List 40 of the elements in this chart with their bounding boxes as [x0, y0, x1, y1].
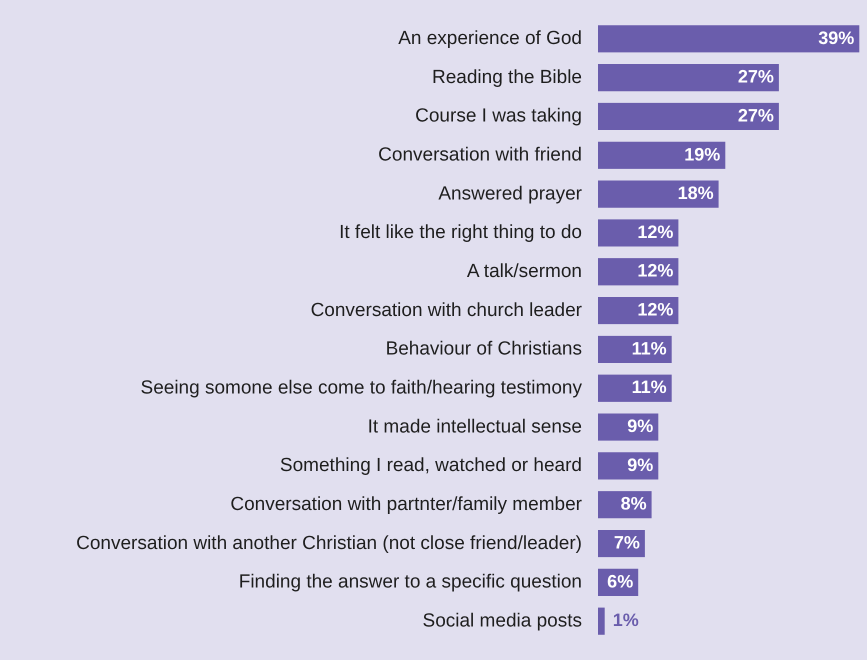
- bar: [598, 180, 719, 208]
- y-tick-label: Conversation with partnter/family member: [230, 494, 583, 515]
- data-label: 1%: [612, 610, 639, 630]
- data-label: 27%: [738, 105, 774, 126]
- data-label: 9%: [627, 454, 654, 475]
- bar: [598, 258, 678, 286]
- bar: [598, 64, 779, 92]
- y-tick-label: Answered prayer: [438, 183, 583, 204]
- y-tick-label: Course I was taking: [415, 106, 582, 127]
- data-label: 12%: [637, 260, 674, 281]
- y-tick-label: Social media posts: [422, 610, 582, 632]
- y-tick-label: Conversation with church leader: [310, 300, 583, 321]
- data-label: 18%: [678, 183, 714, 204]
- data-label: 39%: [818, 28, 854, 48]
- data-label: 27%: [738, 66, 774, 87]
- bar: [598, 25, 860, 52]
- y-tick-label: Something I read, watched or heard: [280, 455, 582, 476]
- bar: [598, 374, 672, 402]
- data-label: 19%: [684, 144, 720, 164]
- y-tick-label: Conversation with friend: [378, 144, 582, 166]
- bar: [598, 102, 779, 130]
- bar: [598, 608, 605, 635]
- y-tick-label: A talk/sermon: [466, 260, 582, 282]
- y-tick-label: Conversation with another Christian (not close friend/leader): [76, 532, 582, 554]
- y-tick-label: It made intellectual sense: [368, 416, 582, 438]
- data-label: 11%: [632, 338, 667, 358]
- y-tick-label: Finding the answer to a specific question: [238, 572, 582, 593]
- y-tick-label: Reading the Bible: [432, 66, 582, 88]
- data-label: 11%: [632, 377, 667, 398]
- y-tick-label: An experience of God: [398, 28, 582, 50]
- data-label: 12%: [637, 300, 674, 320]
- bar: [598, 142, 726, 169]
- data-label: 9%: [627, 416, 654, 436]
- data-label: 6%: [607, 571, 634, 592]
- data-label: 7%: [614, 532, 640, 553]
- y-tick-label: Behaviour of Christians: [386, 338, 582, 360]
- y-tick-label: Seeing somone else come to faith/hearing testimony: [140, 377, 582, 398]
- y-tick-label: It felt like the right thing to do: [339, 222, 582, 244]
- data-label: 8%: [620, 494, 647, 514]
- data-label: 12%: [637, 222, 674, 242]
